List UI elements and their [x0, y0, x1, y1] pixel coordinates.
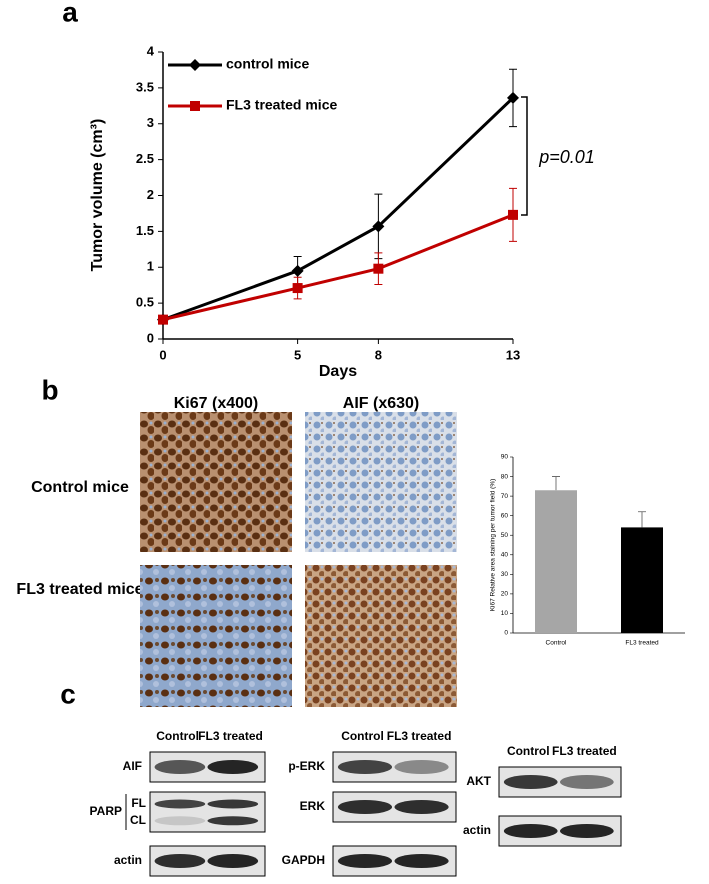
- series-line: [162, 213, 514, 322]
- y-tick-label: 70: [501, 493, 509, 500]
- error-bar: [552, 476, 560, 491]
- marker: [507, 91, 519, 104]
- error-bar: [638, 511, 646, 528]
- y-tick-label: 90: [501, 454, 509, 461]
- marker: [158, 314, 168, 325]
- marker: [508, 209, 518, 220]
- y-axis-title: Ki67 Relative area staining per tumor fi…: [490, 479, 497, 612]
- band: [560, 775, 614, 789]
- y-axis-title: Tumor volume (cm³): [89, 119, 106, 272]
- blot-label: PARP: [90, 804, 122, 818]
- band: [154, 816, 206, 826]
- blot-label: p-ERK: [288, 759, 325, 773]
- y-tick-label: 10: [501, 610, 509, 617]
- legend-marker: [190, 101, 200, 111]
- y-tick-label: 3.5: [136, 79, 154, 94]
- series-line: [162, 96, 515, 322]
- band: [337, 854, 393, 868]
- legend-label: FL3 treated mice: [226, 97, 337, 113]
- lane-label: Control: [156, 729, 199, 743]
- column-title: Ki67 (x400): [174, 395, 259, 412]
- y-tick-label: 60: [501, 512, 509, 519]
- lane-label: FL3 treated: [552, 744, 617, 758]
- significance-bracket: [521, 96, 528, 216]
- band: [207, 816, 259, 826]
- x-tick-label: Control: [546, 640, 568, 647]
- blot-sublabel: CL: [130, 813, 146, 827]
- y-tick-label: 50: [501, 532, 509, 539]
- panel-label: b: [41, 374, 58, 405]
- x-tick-label: 5: [294, 347, 301, 362]
- marker: [373, 263, 384, 274]
- legend-label: control mice: [226, 56, 309, 72]
- band: [154, 799, 206, 809]
- blot-label: ERK: [300, 799, 326, 813]
- bar: [535, 490, 577, 633]
- marker: [291, 264, 304, 277]
- blot-label: AIF: [123, 759, 142, 773]
- y-tick-label: 30: [501, 571, 509, 578]
- x-tick-label: FL3 treated: [625, 640, 659, 647]
- band: [207, 799, 259, 809]
- y-tick-label: 2: [147, 187, 154, 202]
- bar: [621, 527, 663, 633]
- y-tick-label: 2.5: [136, 151, 154, 166]
- micrograph: [140, 565, 292, 707]
- x-tick-label: 13: [506, 347, 520, 362]
- band: [560, 824, 614, 838]
- lane-label: Control: [341, 729, 384, 743]
- band: [207, 760, 259, 774]
- legend-marker: [189, 59, 201, 71]
- band: [394, 854, 449, 868]
- marker: [292, 283, 303, 294]
- y-tick-label: 1: [147, 259, 154, 274]
- band: [154, 760, 206, 774]
- y-tick-label: 4: [147, 43, 155, 58]
- y-tick-label: 0.5: [136, 295, 154, 310]
- row-title: Control mice: [31, 479, 129, 496]
- micrograph: [305, 565, 457, 707]
- marker: [372, 220, 385, 233]
- band: [394, 800, 449, 814]
- micrograph: [305, 412, 457, 552]
- y-tick-label: 1.5: [136, 223, 154, 238]
- band: [207, 854, 259, 868]
- y-tick-label: 80: [501, 473, 509, 480]
- lane-label: Control: [507, 744, 550, 758]
- band: [337, 800, 393, 814]
- y-tick-label: 0: [147, 330, 154, 345]
- lane-label: FL3 treated: [387, 729, 452, 743]
- x-tick-label: 8: [375, 347, 382, 362]
- lane-label: FL3 treated: [198, 729, 263, 743]
- y-tick-label: 40: [501, 551, 509, 558]
- y-tick-label: 3: [147, 115, 154, 130]
- panel-label: c: [60, 678, 76, 709]
- blot: [149, 791, 266, 833]
- panel-label: a: [62, 0, 78, 27]
- blot-label: actin: [463, 823, 491, 837]
- x-axis-title: Days: [319, 363, 357, 380]
- band: [503, 775, 558, 789]
- x-tick-label: 0: [159, 347, 166, 362]
- annotation: p=0.01: [538, 147, 595, 167]
- band: [154, 854, 206, 868]
- micrograph: [140, 412, 292, 552]
- blot-label: AKT: [466, 774, 491, 788]
- band: [503, 824, 558, 838]
- row-title: FL3 treated mice: [16, 581, 143, 598]
- band: [394, 760, 449, 774]
- column-title: AIF (x630): [343, 395, 419, 412]
- blot-label: GAPDH: [282, 853, 325, 867]
- y-tick-label: 0: [504, 630, 508, 637]
- band: [337, 760, 393, 774]
- blot-sublabel: FL: [131, 796, 146, 810]
- blot-label: actin: [114, 853, 142, 867]
- y-tick-label: 20: [501, 591, 509, 598]
